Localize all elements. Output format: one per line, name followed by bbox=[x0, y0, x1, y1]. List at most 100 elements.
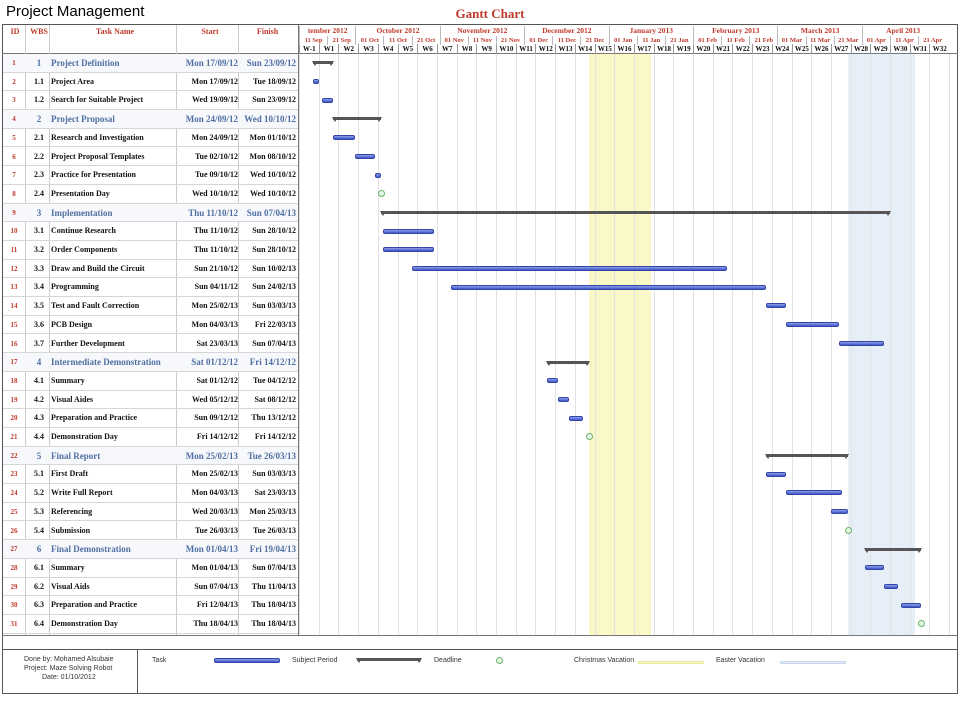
task-wbs: 5.3 bbox=[34, 506, 44, 516]
week-label: W29 bbox=[870, 44, 890, 54]
date-label: 11 Dec bbox=[552, 36, 580, 45]
task-name: Presentation Day bbox=[51, 188, 110, 198]
week-label: W30 bbox=[890, 44, 910, 54]
task-finish: Thu 11/04/13 bbox=[251, 581, 296, 591]
task-name: Search for Suitable Project bbox=[51, 95, 144, 105]
task-row: 25 5.3 Referencing Wed 20/03/13 Mon 25/03/13 bbox=[3, 503, 298, 522]
task-finish: Sun 28/10/12 bbox=[252, 226, 296, 236]
task-name: Visual Aides bbox=[51, 394, 94, 404]
task-id: 24 bbox=[10, 489, 18, 498]
date-label: 11 Apr bbox=[890, 36, 918, 45]
date-label: 11 Jan bbox=[636, 36, 665, 45]
task-finish: Wed 10/10/12 bbox=[249, 170, 296, 180]
task-bar bbox=[313, 79, 319, 85]
week-label: W12 bbox=[535, 44, 555, 54]
task-finish: Thu 18/04/13 bbox=[251, 600, 296, 610]
task-wbs: 3.5 bbox=[34, 301, 44, 311]
task-id: 20 bbox=[10, 414, 18, 423]
month-label: April 2013 bbox=[861, 26, 944, 36]
task-name: Intermediate Demonstration bbox=[51, 357, 161, 368]
table-chart-divider bbox=[298, 25, 299, 635]
week-gridline bbox=[909, 54, 911, 635]
task-finish: Sun 24/02/13 bbox=[252, 282, 296, 292]
week-label: W11 bbox=[515, 44, 536, 54]
date-label: 21 Oct bbox=[411, 36, 440, 45]
week-gridline bbox=[338, 54, 340, 635]
summary-task-row: 27 6 Final Demonstration Mon 01/04/13 Fri 19… bbox=[3, 540, 298, 559]
subject-period-bar bbox=[863, 547, 923, 553]
task-name: Write Full Report bbox=[51, 488, 113, 498]
task-wbs: 2.1 bbox=[34, 132, 44, 142]
week-label: W8 bbox=[456, 44, 477, 54]
week-gridline bbox=[535, 54, 537, 635]
task-start: Mon 24/09/12 bbox=[185, 114, 238, 125]
task-finish: Tue 26/03/13 bbox=[252, 525, 296, 535]
week-label: W2 bbox=[338, 44, 358, 54]
task-finish: Sun 03/03/13 bbox=[252, 301, 296, 311]
task-start: Sat 01/12/12 bbox=[191, 357, 238, 368]
task-bar bbox=[884, 583, 899, 589]
task-start: Sun 09/12/12 bbox=[194, 413, 238, 423]
task-start: Mon 25/02/13 bbox=[191, 469, 238, 479]
task-name: Submission bbox=[51, 525, 91, 535]
task-row: 3 1.2 Search for Suitable Project Wed 19/09… bbox=[3, 91, 298, 111]
task-id: 25 bbox=[10, 507, 18, 516]
task-row: 29 6.2 Visual Aids Sun 07/04/13 Thu 11/04/13 bbox=[3, 578, 298, 597]
task-finish: Mon 25/03/13 bbox=[249, 506, 296, 516]
week-label: W32 bbox=[929, 44, 949, 54]
task-bar bbox=[785, 322, 840, 328]
task-start: Mon 04/03/13 bbox=[191, 319, 238, 329]
task-name: Project Definition bbox=[51, 58, 120, 68]
month-label: March 2013 bbox=[777, 26, 861, 36]
week-label: W-1 bbox=[299, 44, 319, 54]
task-row: 18 4.1 Summary Sat 01/12/12 Tue 04/12/12 bbox=[3, 372, 298, 391]
task-id: 23 bbox=[10, 470, 18, 479]
task-id: 14 bbox=[10, 302, 18, 311]
task-finish: Tue 26/03/13 bbox=[247, 450, 296, 461]
task-id: 10 bbox=[10, 227, 18, 236]
task-id: 21 bbox=[10, 433, 18, 441]
week-gridline bbox=[791, 54, 793, 635]
task-wbs: 2.3 bbox=[34, 170, 44, 180]
task-name: Order Components bbox=[51, 245, 118, 254]
task-start: Tue 02/10/12 bbox=[194, 151, 238, 161]
legend-christmas-swatch bbox=[638, 661, 704, 664]
task-finish: Sun 07/04/13 bbox=[252, 338, 296, 348]
task-start: Mon 17/09/12 bbox=[185, 58, 238, 68]
week-gridline bbox=[417, 54, 419, 635]
task-wbs: 1 bbox=[36, 58, 42, 68]
task-name: Demonstration Day bbox=[51, 432, 118, 441]
week-gridline bbox=[397, 54, 399, 635]
task-id: 13 bbox=[10, 283, 18, 292]
task-id: 1 bbox=[12, 59, 16, 67]
week-label: W28 bbox=[850, 44, 871, 54]
week-label: W5 bbox=[397, 44, 418, 54]
summary-task-row: 4 2 Project Proposal Mon 24/09/12 Wed 10/10/… bbox=[3, 110, 298, 129]
task-id: 3 bbox=[12, 96, 16, 105]
week-label: W23 bbox=[752, 44, 772, 54]
task-bar bbox=[374, 172, 381, 178]
task-start: Thu 18/04/13 bbox=[193, 619, 238, 628]
legend-task-label: Task bbox=[152, 657, 167, 664]
task-finish: Sun 10/02/13 bbox=[252, 263, 296, 273]
name-col-divider bbox=[176, 25, 177, 635]
week-gridline bbox=[673, 54, 675, 635]
week-gridline bbox=[436, 54, 438, 635]
week-gridline bbox=[771, 54, 773, 635]
week-label: W14 bbox=[574, 44, 595, 54]
week-gridline bbox=[693, 54, 694, 635]
task-finish: Wed 10/10/12 bbox=[244, 114, 296, 125]
task-name: Visual Aids bbox=[51, 581, 90, 591]
week-gridline bbox=[318, 54, 320, 635]
date-label: 21 Nov bbox=[496, 36, 524, 45]
task-finish: Sun 23/09/12 bbox=[252, 95, 296, 105]
task-start: Mon 01/04/13 bbox=[185, 544, 238, 555]
task-bar bbox=[839, 340, 885, 346]
task-finish: Thu 13/12/12 bbox=[251, 413, 296, 423]
header-divider bbox=[2, 53, 958, 54]
task-wbs: 1.1 bbox=[34, 76, 44, 86]
week-label: W31 bbox=[909, 44, 930, 54]
task-name: Project Area bbox=[51, 76, 95, 86]
task-start: Thu 11/10/12 bbox=[188, 207, 238, 218]
week-gridline bbox=[377, 54, 379, 635]
